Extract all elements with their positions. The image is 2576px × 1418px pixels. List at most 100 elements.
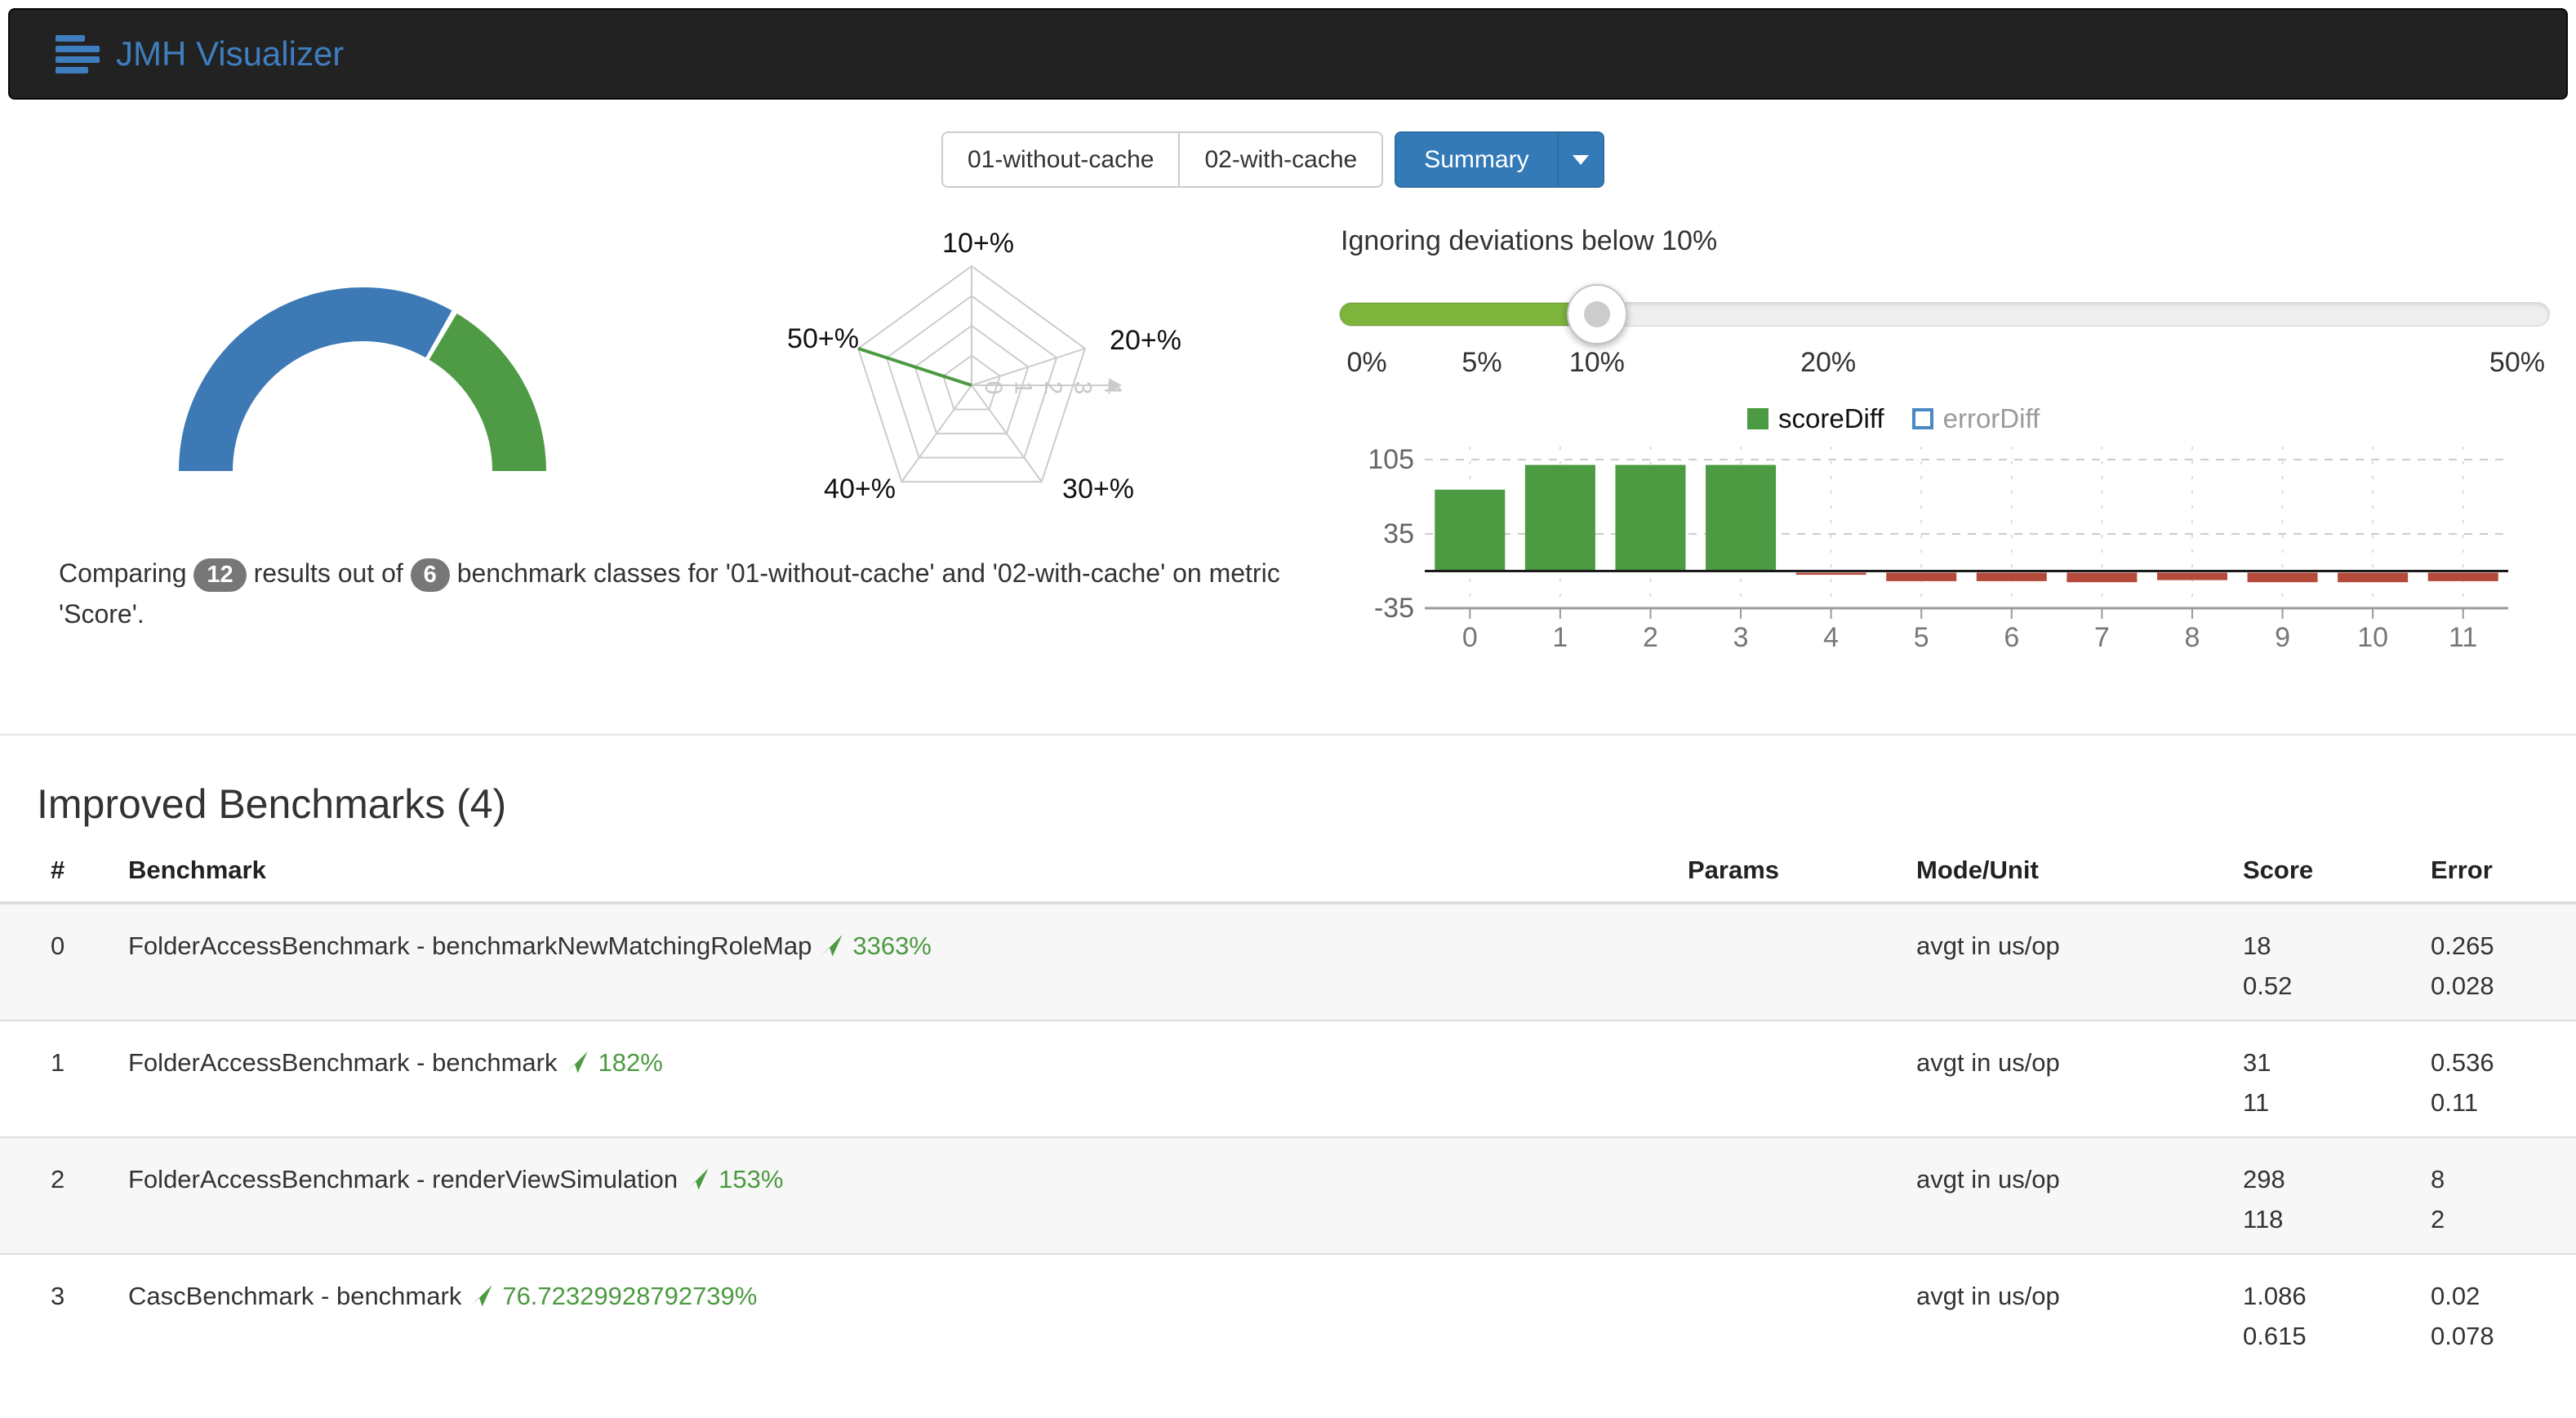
improvement-arrow-icon: [821, 934, 843, 956]
svg-text:3: 3: [1070, 381, 1097, 395]
error-old: 0.11: [2431, 1088, 2479, 1117]
slider-fill: [1340, 303, 1598, 326]
table-row: 3 CascBenchmark - benchmark 76.723299287…: [0, 1255, 2576, 1418]
error-cell: 0.265 0.028: [2431, 905, 2543, 1020]
error-cell: 0.536 0.11: [2431, 1021, 2543, 1136]
improvement-percent: 182%: [598, 1048, 663, 1077]
svg-text:4: 4: [1823, 622, 1839, 653]
summary-button[interactable]: Summary: [1395, 131, 1559, 188]
radar-axis-label-30: 30+%: [1062, 473, 1134, 505]
brand-title: JMH Visualizer: [116, 34, 345, 73]
improvement-arrow-icon: [687, 1167, 709, 1189]
mode-unit-cell: avgt in us/op: [1916, 1048, 2060, 1077]
benchmark-name: FolderAccessBenchmark - benchmark: [128, 1048, 558, 1077]
comparison-note-middle: results out of: [253, 558, 403, 588]
score-new: 298: [2243, 1165, 2285, 1194]
error-old: 0.078: [2431, 1322, 2494, 1350]
params-cell: [1688, 905, 1916, 1020]
slider-tick-label: 10%: [1568, 347, 1625, 378]
svg-text:-35: -35: [1374, 593, 1414, 624]
error-new: 0.265: [2431, 931, 2494, 960]
svg-text:1: 1: [1552, 622, 1568, 653]
improvement-percent: 76.72329928792739%: [502, 1282, 758, 1310]
legend-label: errorDiff: [1942, 403, 2040, 433]
run-button-02-with-cache[interactable]: 02-with-cache: [1178, 131, 1384, 188]
mode-unit-cell: avgt in us/op: [1916, 1282, 2060, 1310]
score-cell: 1.086 0.615: [2243, 1255, 2431, 1418]
svg-text:6: 6: [2004, 622, 2019, 653]
params-cell: [1688, 1255, 1916, 1418]
svg-text:7: 7: [2094, 622, 2110, 653]
legend-item-errordiff[interactable]: errorDiff: [1911, 403, 2040, 434]
error-new: 0.536: [2431, 1048, 2494, 1077]
slider-tick-label: 20%: [1800, 347, 1857, 378]
params-cell: [1688, 1021, 1916, 1136]
comparison-note-prefix: Comparing: [59, 558, 187, 588]
navbar: JMH Visualizer: [8, 8, 2568, 100]
header-error: Error: [2431, 856, 2493, 884]
improvement-arrow-icon: [566, 1051, 588, 1073]
score-old: 0.52: [2243, 971, 2293, 1000]
svg-text:1: 1: [1010, 381, 1037, 395]
header-params: Params: [1688, 856, 1780, 884]
score-new: 31: [2243, 1048, 2271, 1077]
legend-label: scoreDiff: [1778, 403, 1884, 433]
score-cell: 18 0.52: [2243, 905, 2431, 1020]
error-cell: 8 2: [2431, 1138, 2543, 1253]
classes-count-badge: 6: [410, 558, 450, 592]
improvement-percent: 153%: [719, 1165, 784, 1194]
score-cell: 298 118: [2243, 1138, 2431, 1253]
mode-unit-cell: avgt in us/op: [1916, 1165, 2060, 1194]
summary-dropdown-toggle[interactable]: [1556, 131, 1604, 188]
svg-text:11: 11: [2449, 622, 2477, 653]
params-cell: [1688, 1138, 1916, 1253]
svg-text:4: 4: [1099, 381, 1126, 395]
svg-text:10: 10: [2357, 622, 2388, 653]
svg-text:2: 2: [1643, 622, 1658, 653]
radar-axis-label-50: 50+%: [787, 323, 859, 354]
deviation-slider[interactable]: [1339, 284, 2550, 344]
run-button-01-without-cache[interactable]: 01-without-cache: [941, 131, 1181, 188]
improvement-arrow-icon: [470, 1284, 492, 1306]
error-old: 0.028: [2431, 971, 2494, 1000]
slider-handle[interactable]: [1567, 284, 1628, 344]
table-header-row: # Benchmark Params Mode/Unit Score Error: [0, 834, 2576, 905]
svg-text:2: 2: [1039, 381, 1066, 395]
results-count-badge: 12: [194, 558, 247, 592]
score-new: 18: [2243, 931, 2271, 960]
deviation-slider-label: Ignoring deviations below 10%: [1341, 225, 1718, 256]
svg-text:3: 3: [1733, 622, 1749, 653]
svg-text:0: 0: [1462, 622, 1478, 653]
row-index: 3: [51, 1282, 65, 1310]
legend-item-scorediff[interactable]: scoreDiff: [1747, 403, 1884, 434]
jmh-logo-icon: [56, 34, 101, 73]
benchmark-name: FolderAccessBenchmark - renderViewSimula…: [128, 1165, 678, 1194]
section-title: Improved Benchmarks (4): [37, 780, 507, 827]
slider-tick-label: 0%: [1346, 347, 1387, 378]
run-selector: 01-without-cache 02-with-cache Summary: [941, 131, 1604, 188]
slider-handle-dot: [1584, 301, 1611, 327]
error-old: 2: [2431, 1205, 2445, 1234]
radar-axis-label-20: 20+%: [1110, 325, 1181, 356]
mode-unit-cell: avgt in us/op: [1916, 931, 2060, 960]
benchmark-name: FolderAccessBenchmark - benchmarkNewMatc…: [128, 931, 812, 960]
slider-tick-label: 50%: [2489, 347, 2545, 378]
comparison-note: Comparing 12 results out of 6 benchmark …: [59, 553, 1284, 634]
score-cell: 31 11: [2243, 1021, 2431, 1136]
comparison-note-suffix: benchmark classes for '01-without-cache'…: [59, 558, 1280, 629]
brand-link[interactable]: JMH Visualizer: [56, 34, 344, 73]
header-score: Score: [2243, 856, 2314, 884]
radar-axis-label-40: 40+%: [824, 473, 896, 505]
error-cell: 0.02 0.078: [2431, 1255, 2543, 1418]
bar-chart-legend: scoreDiff errorDiff: [1747, 403, 2040, 434]
slider-tick-label: 5%: [1462, 347, 1502, 378]
header-benchmark: Benchmark: [128, 856, 266, 884]
table-row: 0 FolderAccessBenchmark - benchmarkNewMa…: [0, 905, 2576, 1021]
row-index: 1: [51, 1048, 65, 1077]
header-num: #: [51, 856, 65, 884]
svg-text:9: 9: [2275, 622, 2290, 653]
improvement-percent: 3363%: [852, 931, 932, 960]
score-old: 11: [2243, 1088, 2270, 1117]
errordiff-swatch-icon: [1911, 408, 1933, 429]
